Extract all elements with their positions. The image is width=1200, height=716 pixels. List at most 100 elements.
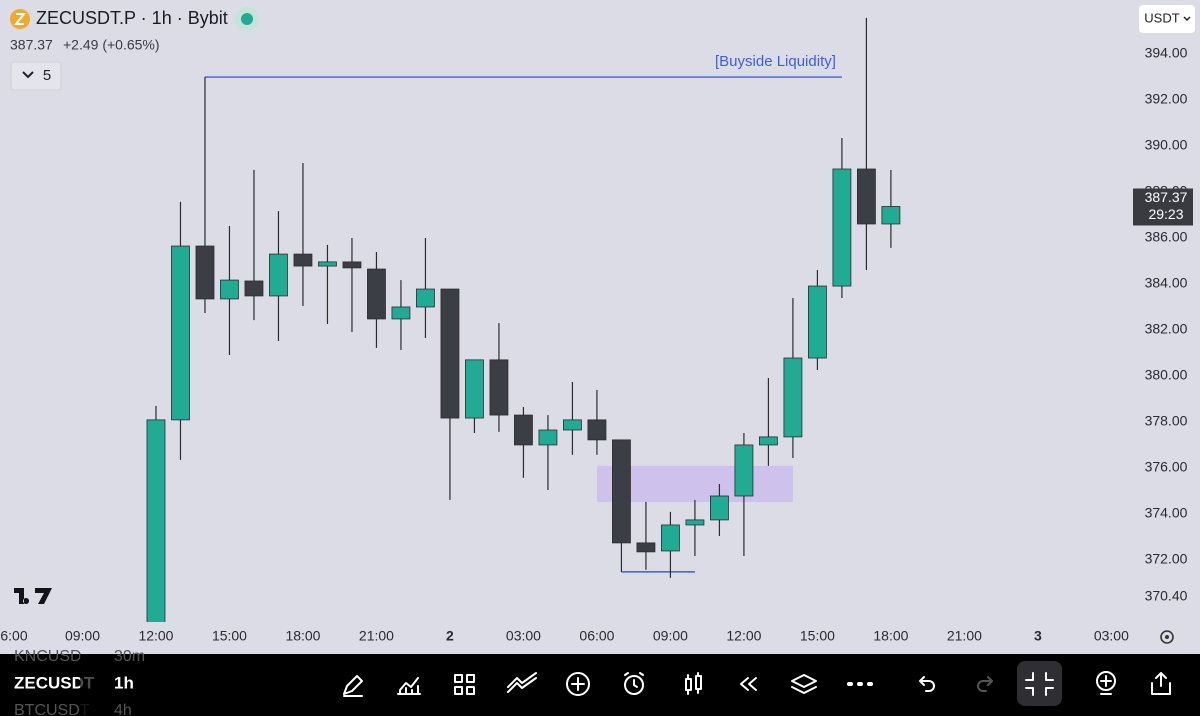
- x-tick-label: 09:00: [65, 628, 100, 644]
- indicator-count: 5: [43, 67, 51, 84]
- toolbar-icons-right: [1096, 671, 1171, 695]
- candle-body: [489, 359, 509, 416]
- coin-logo-mark: [13, 13, 27, 25]
- indicators-icon[interactable]: [397, 677, 421, 695]
- price-tag: [1133, 188, 1193, 226]
- x-tick-label: 3: [1034, 628, 1042, 644]
- symbol-title: ZECUSDT.P · 1h · Bybit: [36, 8, 228, 28]
- y-tick-label: 384.00: [1145, 275, 1188, 291]
- candle-body: [636, 542, 656, 553]
- share-icon[interactable]: [1151, 672, 1171, 695]
- candle-body: [367, 268, 386, 320]
- idea-icon[interactable]: [1096, 671, 1116, 691]
- draw-icon[interactable]: [343, 675, 363, 697]
- candle-body: [465, 359, 484, 419]
- add-icon-plus: [571, 677, 585, 691]
- candle-body: [881, 206, 901, 225]
- candle-body: [783, 357, 803, 438]
- alert-icon-hands: [624, 672, 644, 688]
- replay-icon[interactable]: [740, 677, 757, 691]
- watch-interval: 30m: [114, 648, 145, 665]
- candle-body: [440, 288, 460, 419]
- status-dot: [241, 13, 253, 25]
- price-tag-value: 387.37: [1145, 189, 1188, 205]
- candle-body: [563, 419, 582, 431]
- last-price: 387.37: [10, 37, 53, 53]
- y-tick-label: 394.00: [1145, 45, 1188, 61]
- currency-chevron: [1183, 16, 1191, 22]
- x-tick-label: 2: [446, 628, 454, 644]
- candle-body: [416, 288, 435, 308]
- currency-button[interactable]: [1139, 5, 1195, 33]
- watch-symbol[interactable]: KNCUSD: [14, 648, 82, 665]
- layers-icon[interactable]: [791, 674, 817, 694]
- x-tick-label: 03:00: [506, 628, 541, 644]
- y-tick-label: 376.00: [1145, 459, 1188, 475]
- watch-symbol[interactable]: BTCUSDT: [14, 702, 90, 716]
- background: [0, 0, 1200, 654]
- fade: [80, 654, 100, 716]
- watch-symbol[interactable]: ZECUSDT: [14, 673, 95, 692]
- currency-label: USDT: [1144, 10, 1179, 25]
- watch-interval: 1h: [114, 673, 134, 692]
- x-tick-label: 21:00: [359, 628, 394, 644]
- candle-body: [685, 519, 705, 526]
- y-tick-label: 374.00: [1145, 505, 1188, 521]
- level-label: [Buyside Liquidity]: [715, 53, 836, 70]
- price-tag-countdown: 29:23: [1148, 206, 1183, 222]
- x-tick-label: 21:00: [947, 628, 982, 644]
- candle-body: [269, 253, 288, 297]
- candle-body: [759, 436, 778, 446]
- y-tick-label: 372.00: [1145, 551, 1188, 567]
- candle-body: [832, 168, 852, 287]
- y-tick-label: 386.00: [1145, 229, 1188, 245]
- redo-icon[interactable]: [977, 676, 993, 692]
- candle-body: [318, 261, 337, 267]
- candle-body: [661, 524, 680, 552]
- candle-body: [734, 444, 754, 497]
- x-tick-label: 15:00: [800, 628, 835, 644]
- toolbar-icons: [343, 672, 993, 697]
- candle-body: [538, 429, 558, 446]
- candles-icon[interactable]: [685, 672, 702, 695]
- x-tick-label: 15:00: [212, 628, 247, 644]
- candle-body: [612, 439, 631, 544]
- y-tick-label: 380.00: [1145, 367, 1188, 383]
- y-tick-label: 392.00: [1145, 91, 1188, 107]
- layouts-icon[interactable]: [454, 674, 475, 695]
- candle-body: [857, 168, 876, 225]
- settings-icon-center: [1165, 635, 1169, 639]
- x-tick-label: 18:00: [873, 628, 908, 644]
- candle-body: [195, 245, 215, 300]
- idea-icon-detail: [1100, 675, 1112, 695]
- watch-interval: 4h: [114, 702, 132, 716]
- settings-icon[interactable]: [1160, 630, 1174, 644]
- chevron-icon: [22, 71, 34, 79]
- x-tick-label: 09:00: [653, 628, 688, 644]
- indicator-toggle[interactable]: [10, 61, 62, 91]
- candle-body: [808, 285, 827, 359]
- compare-icon[interactable]: [507, 672, 537, 693]
- toolbar: [0, 654, 1200, 716]
- candle-body: [171, 245, 190, 421]
- alert-icon[interactable]: [624, 675, 644, 695]
- fullscreen-button[interactable]: [1017, 661, 1062, 706]
- x-tick-label: 12:00: [138, 628, 173, 644]
- y-tick-label: 390.00: [1145, 137, 1188, 153]
- x-tick-label: 03:00: [1094, 628, 1129, 644]
- undo-icon[interactable]: [919, 676, 935, 692]
- x-tick-label: 6:00: [0, 628, 27, 644]
- candle-body: [587, 419, 607, 441]
- collapse-icon: [1025, 672, 1054, 696]
- candle-body: [342, 261, 362, 269]
- candle-body: [244, 280, 264, 297]
- x-tick-label: 06:00: [579, 628, 614, 644]
- price-change: +2.49 (+0.65%): [63, 37, 160, 53]
- candle-body: [293, 253, 313, 267]
- add-icon[interactable]: [566, 672, 590, 696]
- candle-body: [146, 419, 166, 622]
- y-tick-label: 370.40: [1145, 587, 1188, 603]
- candle-body: [391, 306, 411, 320]
- candle-body: [710, 495, 729, 521]
